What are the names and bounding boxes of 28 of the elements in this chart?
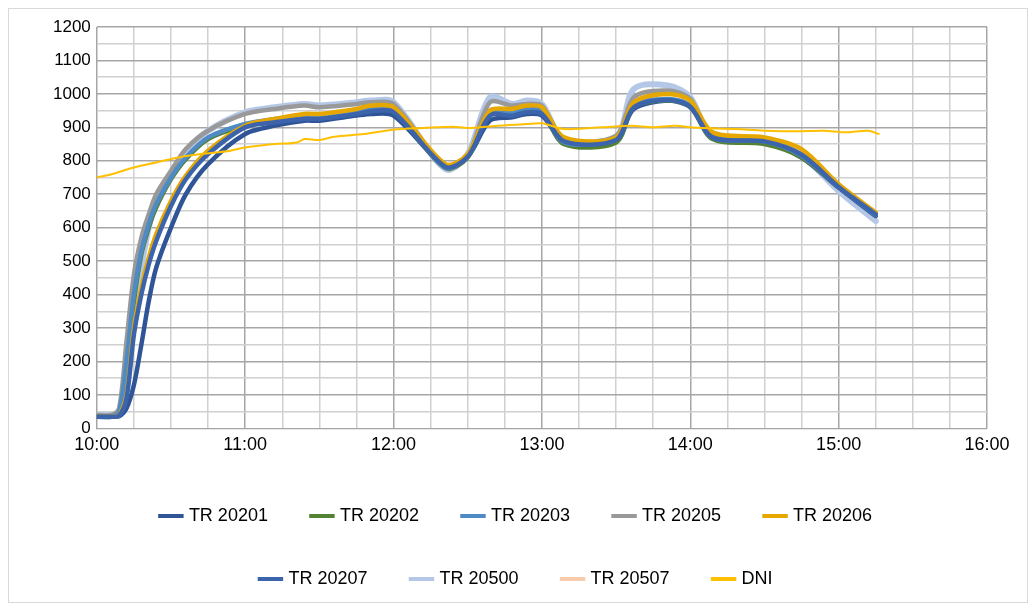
y-tick-label: 600 <box>62 217 91 237</box>
x-tick-label: 16:00 <box>964 434 1010 455</box>
x-tick-label: 14:00 <box>667 434 713 455</box>
y-tick-label: 1200 <box>52 16 91 36</box>
x-tick-label: 12:00 <box>371 434 417 455</box>
legend-label: DNI <box>741 567 773 588</box>
y-tick-label: 1100 <box>54 50 91 70</box>
y-tick-label: 1000 <box>52 83 91 103</box>
y-tick-label: 300 <box>62 317 91 337</box>
legend-label: TR 20500 <box>439 567 519 588</box>
y-tick-label: 700 <box>62 183 91 203</box>
legend-label: TR 20201 <box>188 504 268 525</box>
legend-label: TR 20507 <box>590 567 670 588</box>
y-tick-label: 800 <box>62 150 91 170</box>
legend-label: TR 20205 <box>642 504 722 525</box>
x-tick-label: 13:00 <box>519 434 565 455</box>
legend-label: TR 20203 <box>490 504 571 525</box>
legend-label: TR 20206 <box>793 504 873 525</box>
y-tick-label: 100 <box>62 384 91 404</box>
legend-label: TR 20202 <box>339 504 419 525</box>
line-series <box>96 122 880 179</box>
y-tick-label: 900 <box>62 117 91 137</box>
y-tick-label: 500 <box>62 250 91 270</box>
y-tick-label: 400 <box>62 284 91 304</box>
x-tick-label: 11:00 <box>223 434 268 455</box>
y-tick-label: 200 <box>62 351 91 371</box>
x-tick-label: 15:00 <box>816 434 862 455</box>
legend-label: TR 20207 <box>288 567 368 588</box>
